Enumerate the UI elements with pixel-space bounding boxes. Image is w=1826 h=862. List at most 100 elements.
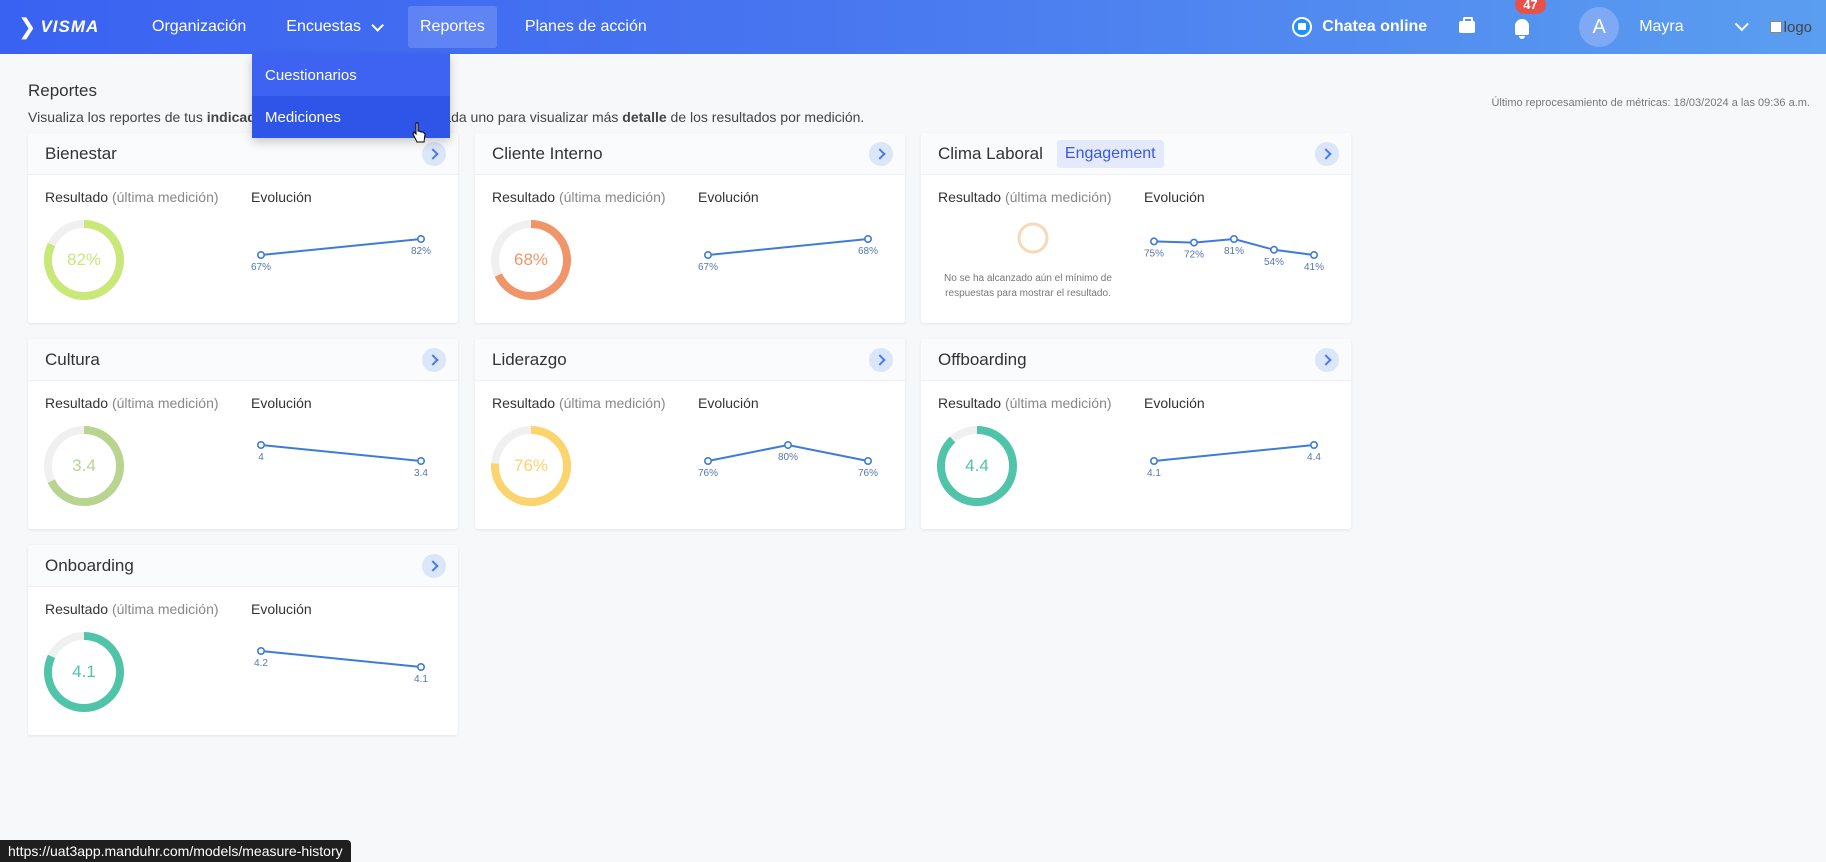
- result-value: 3.4: [72, 456, 96, 475]
- result-label-text: Resultado: [492, 189, 556, 205]
- result-label: Resultado (última medición): [45, 189, 219, 205]
- page-description: Visualiza los reportes de tus indicado ca…: [28, 109, 864, 125]
- sparkline-label: 82%: [411, 246, 431, 257]
- evolution-label: Evolución: [698, 189, 759, 205]
- result-label-text: Resultado: [938, 189, 1002, 205]
- evolution-label: Evolución: [251, 395, 312, 411]
- evolution-sparkline: 4.2 4.1: [254, 647, 428, 685]
- card-title: Offboarding: [938, 349, 1027, 369]
- sparkline-label: 67%: [251, 262, 271, 273]
- report-card: Liderazgo Resultado (última medición) Evol…: [475, 339, 905, 529]
- sparkline-label: 54%: [1264, 257, 1284, 268]
- sparkline-label: 75%: [1144, 248, 1164, 259]
- result-gauge: [44, 632, 124, 712]
- broken-image-icon: [1769, 21, 1782, 33]
- sparkline-label: 76%: [698, 468, 718, 479]
- dropdown-item-cuestionarios[interactable]: Cuestionarios: [265, 66, 357, 84]
- card-header: Onboarding: [28, 545, 458, 587]
- chevron-right-icon[interactable]: [422, 348, 446, 372]
- bell-icon: [1515, 19, 1530, 39]
- report-card: Cultura Resultado (última medición) Evoluc…: [28, 339, 458, 529]
- sparkline-line: [260, 650, 422, 668]
- user-name[interactable]: Mayra: [1639, 18, 1684, 35]
- sparkline-line: [707, 238, 869, 256]
- chevron-right-icon[interactable]: [869, 142, 893, 166]
- chevron-right-icon[interactable]: [422, 142, 446, 166]
- briefcase-icon[interactable]: [1459, 17, 1476, 33]
- evolution-sparkline: 75% 72% 81% 54% 41%: [1144, 235, 1324, 273]
- sparkline-label: 3.4: [414, 468, 428, 479]
- card-header: Cliente Interno: [475, 133, 905, 175]
- report-card: Cliente Interno Resultado (última medició…: [475, 133, 905, 323]
- result-value: 82%: [66, 250, 102, 269]
- sparkline-label: 81%: [1224, 246, 1244, 257]
- result-label: Resultado (última medición): [45, 395, 219, 411]
- chat-online-button[interactable]: Chatea online: [1292, 17, 1427, 37]
- card-title: Onboarding: [45, 555, 134, 575]
- result-gauge: [491, 426, 571, 506]
- evolution-label: Evolución: [251, 189, 312, 205]
- no-data-message: No se ha alcanzado aún el mínimo de resp…: [944, 273, 1112, 299]
- report-card: Clima Laboral Engagement Resultado (última…: [921, 133, 1351, 323]
- report-card: Offboarding Resultado (última medición) Ev…: [921, 339, 1351, 529]
- dropdown-item-mediciones[interactable]: Mediciones: [252, 96, 450, 138]
- card-title: Cliente Interno: [492, 143, 603, 163]
- chat-icon: [1292, 17, 1313, 37]
- result-label: Resultado (última medición): [938, 395, 1112, 411]
- nav-encuestas[interactable]: Encuestas: [274, 6, 392, 48]
- chevron-right-icon[interactable]: [1315, 142, 1339, 166]
- hand-cursor-icon: [412, 122, 426, 143]
- result-value: 76%: [513, 456, 549, 475]
- result-label-text: Resultado: [45, 395, 109, 411]
- sparkline-point: [257, 250, 266, 259]
- sparkline-point: [1230, 235, 1239, 244]
- sparkline-point: [1270, 245, 1279, 254]
- evolution-sparkline: 67% 68%: [698, 235, 878, 273]
- user-menu-chevron-icon[interactable]: [1734, 17, 1749, 32]
- result-label: Resultado (última medición): [938, 189, 1112, 205]
- result-label-muted: (última medición): [558, 189, 666, 205]
- sparkline-label: 41%: [1304, 262, 1324, 273]
- nav-planes-de-accion[interactable]: Planes de acción: [524, 18, 647, 35]
- reprocess-timestamp: Último reprocesamiento de métricas: 18/0…: [1491, 97, 1810, 109]
- card-header: Bienestar: [28, 133, 458, 175]
- evolution-sparkline: 67% 82%: [251, 235, 431, 273]
- result-gauge: [44, 426, 124, 506]
- sparkline-label: 67%: [698, 262, 718, 273]
- result-label-text: Resultado: [45, 601, 109, 617]
- result-label-muted: (última medición): [111, 189, 219, 205]
- top-navigation: ❯ VISMA Organización Encuestas Reportes …: [0, 0, 1826, 54]
- evolution-label: Evolución: [698, 395, 759, 411]
- chevron-right-icon[interactable]: [1315, 348, 1339, 372]
- chat-label: Chatea online: [1322, 18, 1428, 35]
- chevron-right-icon[interactable]: [422, 554, 446, 578]
- report-card: Onboarding Resultado (última medición) Evo…: [28, 545, 458, 735]
- avatar[interactable]: A: [1579, 7, 1620, 47]
- sparkline-label: 4.2: [254, 658, 268, 669]
- evolution-sparkline: 76% 80% 76%: [698, 441, 878, 479]
- report-card: Bienestar Resultado (última medición) Evol…: [28, 133, 458, 323]
- desc-part: de los resultados por medición.: [666, 109, 865, 125]
- card-tag[interactable]: Engagement: [1056, 139, 1164, 168]
- gauge-fill: [44, 426, 124, 506]
- result-label-muted: (última medición): [111, 395, 219, 411]
- chevron-right-icon[interactable]: [869, 348, 893, 372]
- gauge-fill: [491, 220, 571, 300]
- card-header: Offboarding: [921, 339, 1351, 381]
- sparkline-label: 4.1: [1147, 468, 1161, 479]
- nav-organizacion[interactable]: Organización: [152, 18, 247, 35]
- nav-encuestas-label: Encuestas: [286, 18, 361, 35]
- evolution-sparkline: 43.4: [257, 441, 428, 479]
- nav-reportes[interactable]: Reportes: [408, 6, 497, 48]
- sparkline-label: 4: [258, 452, 264, 463]
- desc-bold: detalle: [622, 109, 667, 125]
- desc-part: cada uno para visualizar más: [436, 109, 623, 125]
- sparkline-point: [1310, 441, 1319, 450]
- result-label-muted: (última medición): [1004, 189, 1112, 205]
- visma-logo[interactable]: ❯ VISMA: [18, 14, 118, 40]
- notifications-button[interactable]: 47: [1515, 0, 1546, 39]
- card-title: Cultura: [45, 349, 100, 369]
- logo-text: VISMA: [40, 17, 100, 36]
- sparkline-label: 72%: [1184, 250, 1204, 261]
- sparkline-line: [1153, 444, 1315, 462]
